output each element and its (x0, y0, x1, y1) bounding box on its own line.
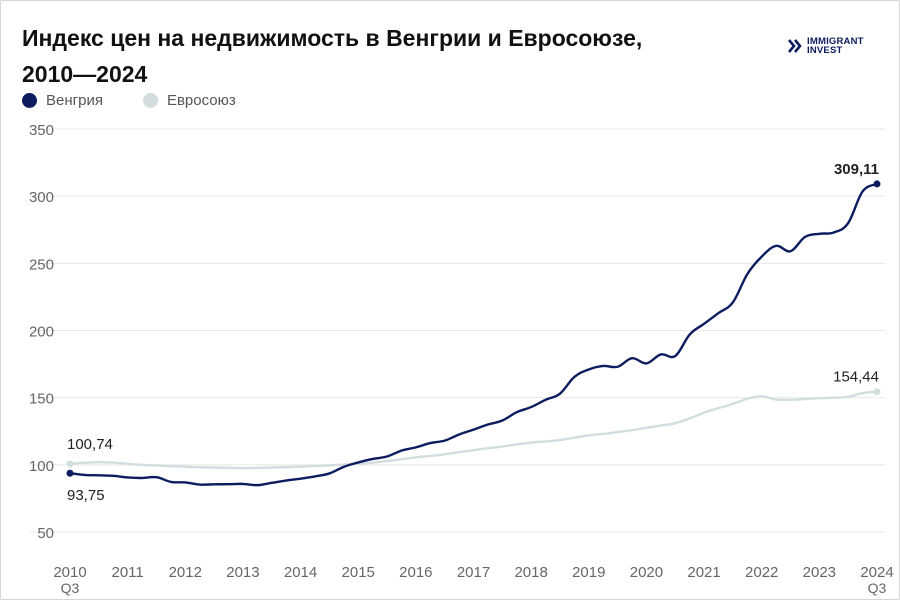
brand-logo-text: IMMIGRANT INVEST (807, 36, 864, 56)
brand-logo: IMMIGRANT INVEST (788, 34, 888, 58)
legend-item-hungary: Венгрия (22, 92, 103, 109)
x-tick-label: 2022 (745, 564, 778, 581)
x-tick-label: 2012 (169, 564, 202, 581)
chart-title-line2: 2010—2024 (22, 61, 148, 87)
x-tick-label: 2023 (803, 564, 836, 581)
series-line-eu (68, 390, 879, 470)
legend-label-eu: Евросоюз (166, 92, 236, 109)
brand-logo-line1: IMMIGRANT (807, 36, 864, 47)
x-tick-sublabel: Q3 (61, 580, 80, 596)
series-end-point-eu (873, 388, 881, 396)
y-tick-label: 100 (29, 458, 54, 475)
y-tick-label: 150 (29, 391, 54, 408)
x-tick-label: 2014 (284, 564, 317, 581)
y-tick-label: 50 (37, 525, 54, 542)
chart-title: Индекс цен на недвижимость в Венгрии и Е… (22, 20, 722, 92)
legend-item-eu: Евросоюз (142, 92, 236, 109)
x-tick-label: 2010 (53, 564, 86, 581)
chart-legend: Венгрия Евросоюз (22, 92, 276, 109)
x-tick-label: 2016 (399, 564, 432, 581)
x-tick-label: 2019 (572, 564, 605, 581)
series-start-point-hungary (66, 469, 74, 477)
legend-marker-eu (142, 93, 158, 108)
y-tick-label: 350 (29, 122, 54, 139)
x-tick-label: 2013 (226, 564, 259, 581)
data-label: 309,11 (834, 161, 879, 178)
x-tick-label: 2017 (457, 564, 490, 581)
brand-logo-line2: INVEST (807, 45, 843, 56)
x-tick-sublabel: Q3 (868, 580, 887, 596)
y-tick-label: 250 (29, 256, 54, 273)
x-tick-label: 2011 (112, 564, 144, 581)
double-chevron-icon (788, 39, 802, 53)
legend-marker-hungary (22, 93, 37, 108)
series-end-point-hungary (873, 180, 881, 188)
series-start-point-eu (66, 460, 74, 468)
y-tick-label: 200 (29, 324, 54, 341)
data-label: 100,74 (67, 436, 113, 453)
series-line-hungary (68, 182, 879, 487)
x-tick-label: 2020 (630, 564, 663, 581)
x-tick-label: 2018 (514, 564, 547, 581)
legend-label-hungary: Венгрия (46, 92, 103, 109)
chart-title-line1: Индекс цен на недвижимость в Венгрии и Е… (22, 25, 643, 51)
x-tick-label: 2021 (687, 564, 720, 581)
y-tick-label: 300 (29, 189, 54, 206)
data-label: 93,75 (67, 487, 105, 504)
x-tick-label: 2015 (342, 564, 375, 581)
data-label: 154,44 (833, 369, 879, 386)
x-tick-label: 2024 (860, 564, 893, 581)
